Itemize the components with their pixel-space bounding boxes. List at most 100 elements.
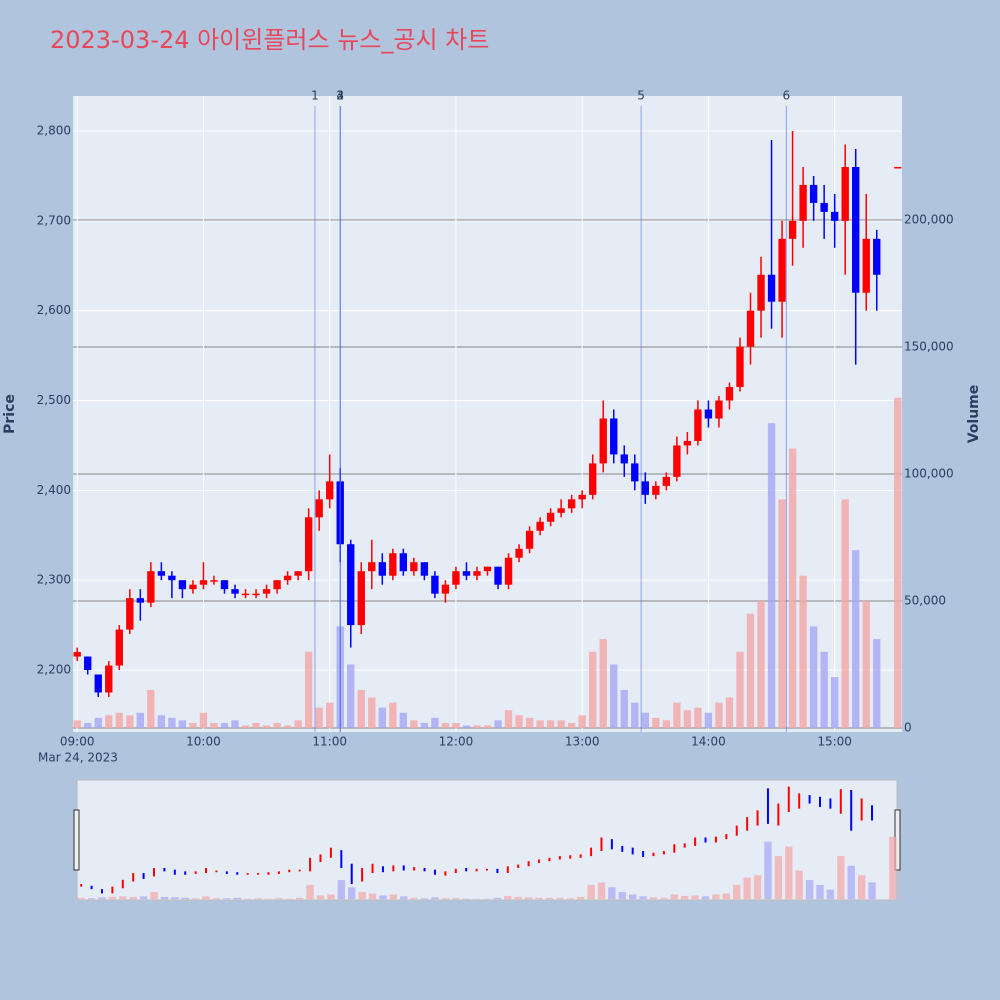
news-label: 6 — [782, 89, 790, 103]
range-slider[interactable] — [76, 779, 898, 901]
mini-volume-bar — [306, 884, 314, 900]
x-tick-label: 14:00 — [691, 735, 726, 749]
mini-volume-bar — [119, 896, 127, 900]
volume-bar — [557, 720, 565, 728]
volume-bar — [504, 710, 513, 728]
news-label: 5 — [637, 89, 645, 103]
mini-volume-bar — [77, 897, 85, 900]
mini-volume-bar — [389, 894, 398, 900]
mini-volume-bar — [795, 870, 803, 900]
candle-body — [515, 548, 523, 558]
x-tick-label: 15:00 — [817, 735, 852, 749]
candle-body — [347, 544, 355, 626]
mini-volume-bar — [337, 880, 345, 900]
volume-bar — [147, 689, 155, 728]
candle-body — [652, 485, 660, 495]
news-label: 1 — [311, 89, 319, 103]
candle-body — [189, 584, 197, 590]
mini-volume-bar — [514, 896, 522, 900]
candle-body — [473, 571, 481, 576]
news-label: 3 — [336, 89, 344, 103]
volume-bar — [136, 712, 145, 728]
candle-body — [536, 521, 544, 531]
volume-bar — [410, 720, 418, 728]
range-handle[interactable] — [73, 809, 80, 871]
volume-bar — [273, 722, 281, 728]
mini-volume-bar — [98, 897, 106, 900]
mini-volume-bar — [629, 894, 637, 900]
candle-body — [357, 571, 365, 626]
candle-body — [483, 566, 492, 572]
x-tick-label: 12:00 — [439, 735, 474, 749]
volume-bar — [610, 664, 618, 728]
mini-volume-bar — [191, 898, 200, 900]
candle-body — [725, 387, 734, 401]
x-tick-label: 13:00 — [565, 735, 600, 749]
y2-axis-title: Volume — [966, 385, 982, 444]
mini-volume-bar — [87, 898, 96, 900]
volume-bar — [631, 702, 639, 728]
volume-bar — [473, 725, 481, 728]
candle-body — [704, 409, 713, 419]
volume-bar — [494, 720, 502, 728]
y-tick-label: 2,200 — [37, 663, 71, 677]
mini-volume-bar — [660, 897, 668, 900]
volume-bar — [515, 715, 523, 728]
volume-bar — [126, 715, 134, 728]
y2-tick-label: 50,000 — [904, 593, 946, 607]
candle-body — [105, 665, 113, 693]
candle-body — [715, 400, 723, 419]
y-tick-label: 2,300 — [37, 573, 71, 587]
mini-volume-bar — [108, 896, 117, 900]
mini-volume-bar — [504, 895, 512, 900]
candle-body — [862, 238, 870, 293]
mini-volume-bar — [545, 897, 554, 900]
x-tick-label: 10:00 — [186, 735, 221, 749]
candle-body — [294, 571, 302, 576]
volume-bar — [567, 722, 576, 728]
candle-body — [94, 674, 102, 693]
volume-bar — [852, 550, 860, 728]
candle-body — [567, 499, 576, 509]
volume-bar — [599, 639, 607, 728]
candle-body — [378, 562, 386, 576]
mini-volume-bar — [691, 895, 699, 900]
mini-volume-bar — [212, 898, 221, 900]
volume-bar — [231, 720, 239, 728]
mini-volume-bar — [181, 897, 189, 900]
candle-body — [546, 512, 555, 522]
volume-bar — [378, 707, 386, 728]
volume-bar — [662, 720, 671, 728]
candle-body — [368, 562, 376, 572]
mini-volume-bar — [857, 875, 866, 900]
mini-volume-bar — [837, 856, 845, 900]
volume-bar — [326, 702, 334, 728]
mini-volume-bar — [618, 892, 626, 900]
candle-body — [410, 562, 418, 572]
volume-bar — [736, 651, 744, 728]
y-tick-label: 2,500 — [37, 393, 71, 407]
mini-volume-bar — [556, 897, 564, 900]
chart-title: 2023-03-24 아이윈플러스 뉴스_공시 차트 — [50, 26, 489, 54]
mini-volume-bar — [649, 897, 658, 900]
volume-bar — [315, 707, 323, 728]
volume-bar — [283, 725, 292, 728]
mini-volume-bar — [535, 897, 543, 900]
mini-volume-bar — [566, 898, 574, 900]
volume-bar — [546, 720, 555, 728]
volume-bar — [368, 697, 376, 728]
candle-body — [168, 575, 176, 581]
candle-body — [262, 589, 271, 594]
volume-bar — [389, 702, 397, 728]
volume-bar — [704, 712, 713, 728]
volume-bar — [347, 664, 355, 728]
candle-body — [631, 463, 639, 482]
volume-bar — [73, 720, 81, 728]
candle-body — [420, 562, 429, 576]
candle-body — [147, 571, 155, 603]
volume-bar — [894, 397, 902, 728]
volume-bar — [105, 715, 113, 728]
candle-body — [304, 517, 313, 572]
mini-volume-bar — [597, 882, 606, 900]
